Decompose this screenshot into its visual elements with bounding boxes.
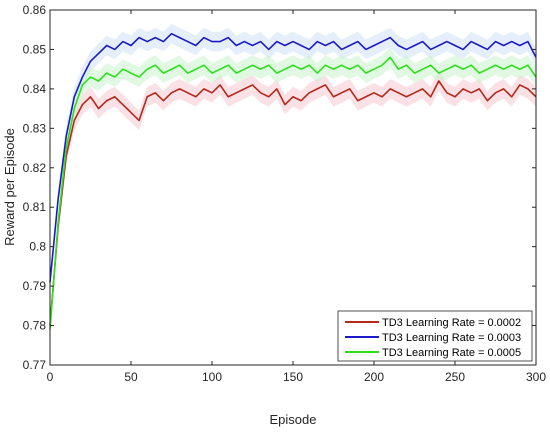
x-tick-label: 200 [364,370,384,384]
y-tick-label: 0.79 [23,279,47,293]
legend-entry-lr-0002: TD3 Learning Rate = 0.0002 [382,317,521,329]
series-band-1 [50,23,536,293]
y-axis-label: Reward per Episode [2,128,17,246]
y-axis-ticks: 0.77 0.78 0.79 0.8 0.81 0.82 0.83 0.84 0.85 0.86 [23,3,536,372]
legend: TD3 Learning Rate = 0.0002 TD3 Learning … [337,310,533,362]
y-tick-label: 0.78 [23,319,47,333]
series-bands [50,23,536,340]
x-axis-label: Episode [270,412,317,427]
y-tick-label: 0.84 [23,82,47,96]
x-tick-label: 50 [124,370,138,384]
legend-entry-lr-0005: TD3 Learning Rate = 0.0005 [382,347,521,359]
x-axis-ticks: 0 50 100 150 200 250 300 [47,10,546,384]
series-line-2 [49,56,537,330]
x-tick-label: 0 [47,370,54,384]
series-band-0 [50,71,536,336]
y-tick-label: 0.82 [23,161,47,175]
legend-entry-lr-0003: TD3 Learning Rate = 0.0003 [382,332,521,344]
x-tick-label: 250 [445,370,465,384]
y-tick-label: 0.85 [23,42,47,56]
x-tick-label: 100 [202,370,222,384]
series-band-2 [50,47,536,340]
y-tick-label: 0.81 [23,200,47,214]
series-line-0 [49,80,537,326]
y-tick-label: 0.77 [23,358,47,372]
series-line-1 [49,32,537,283]
x-tick-label: 300 [526,370,546,384]
y-tick-label: 0.83 [23,121,47,135]
series-lines [49,32,537,330]
y-tick-label: 0.8 [29,240,46,254]
x-tick-label: 150 [283,370,303,384]
y-tick-label: 0.86 [23,3,47,17]
